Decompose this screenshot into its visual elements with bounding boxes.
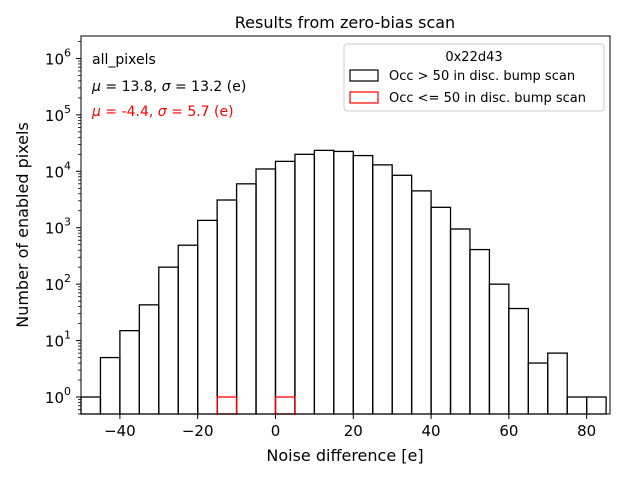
histogram-bin <box>294 153 316 415</box>
y-tick-label: 101 <box>45 329 71 351</box>
y-axis: 100 101 102 103 104 105 106 <box>45 41 81 415</box>
histogram-bin <box>352 154 374 415</box>
legend-label-black: Occ > 50 in disc. bump scan <box>389 69 575 84</box>
histogram-bin <box>508 307 529 415</box>
histogram-bin <box>274 160 296 415</box>
x-tick-label: 60 <box>499 422 518 440</box>
histogram-bin <box>410 190 432 415</box>
histogram-bin <box>566 396 588 415</box>
x-axis: −40 −20 0 20 40 60 80 <box>104 414 596 440</box>
y-tick-label: 106 <box>45 46 71 68</box>
histogram-bin <box>430 206 452 415</box>
histogram-bin <box>138 304 160 415</box>
histogram-bin <box>313 149 335 415</box>
histogram-bin <box>469 248 491 415</box>
y-tick-label: 105 <box>45 103 71 125</box>
histogram-bin <box>449 228 471 415</box>
series-0 <box>80 149 607 415</box>
x-tick-label: 40 <box>422 422 441 440</box>
histogram-bin <box>547 352 568 415</box>
histogram-bin <box>255 168 277 415</box>
x-tick-label: −40 <box>104 422 136 440</box>
annotation-stats-black: μ = 13.8, σ = 13.2 (e) <box>91 79 246 95</box>
histogram-bin <box>333 150 354 415</box>
x-tick-label: 20 <box>344 422 363 440</box>
series-layer <box>80 149 607 415</box>
x-tick-label: −20 <box>182 422 214 440</box>
legend-swatch-black <box>349 69 379 82</box>
chart-title: Results from zero-bias scan <box>235 13 455 32</box>
x-tick-label: 80 <box>577 422 596 440</box>
histogram-bin <box>586 396 607 415</box>
annotation-all-pixels: all_pixels <box>92 52 156 68</box>
y-tick-label: 102 <box>45 272 71 294</box>
x-axis-label: Noise difference [e] <box>266 446 423 465</box>
legend-label-red: Occ <= 50 in disc. bump scan <box>389 91 586 106</box>
histogram-bin <box>391 174 413 415</box>
histogram-bin <box>235 183 257 415</box>
plot-area <box>80 35 611 415</box>
histogram-bin <box>99 356 121 415</box>
histogram-bin <box>158 266 179 415</box>
histogram-bin <box>488 283 510 415</box>
legend-title: 0x22d43 <box>445 50 502 65</box>
histogram-bin <box>80 396 102 415</box>
legend-swatch-red <box>349 91 379 104</box>
y-tick-label: 100 <box>45 385 71 407</box>
histogram-bin <box>372 164 393 415</box>
y-tick-label: 103 <box>45 216 71 238</box>
histogram-bin <box>197 219 218 415</box>
histogram-bin <box>527 362 549 415</box>
legend-frame <box>343 43 605 112</box>
histogram-bin <box>216 396 238 415</box>
histogram-bin <box>274 396 296 415</box>
annotation-stats-red: μ = -4.4, σ = 5.7 (e) <box>91 104 234 120</box>
histogram-bin <box>119 330 140 415</box>
y-tick-label: 104 <box>45 159 71 181</box>
legend: 0x22d43 Occ > 50 in disc. bump scan Occ … <box>343 43 605 112</box>
histogram-bin <box>177 244 199 415</box>
plot-frame <box>80 35 611 415</box>
y-axis-label: Number of enabled pixels <box>13 122 32 328</box>
x-tick-label: 0 <box>271 422 281 440</box>
histogram-bin <box>216 199 238 415</box>
